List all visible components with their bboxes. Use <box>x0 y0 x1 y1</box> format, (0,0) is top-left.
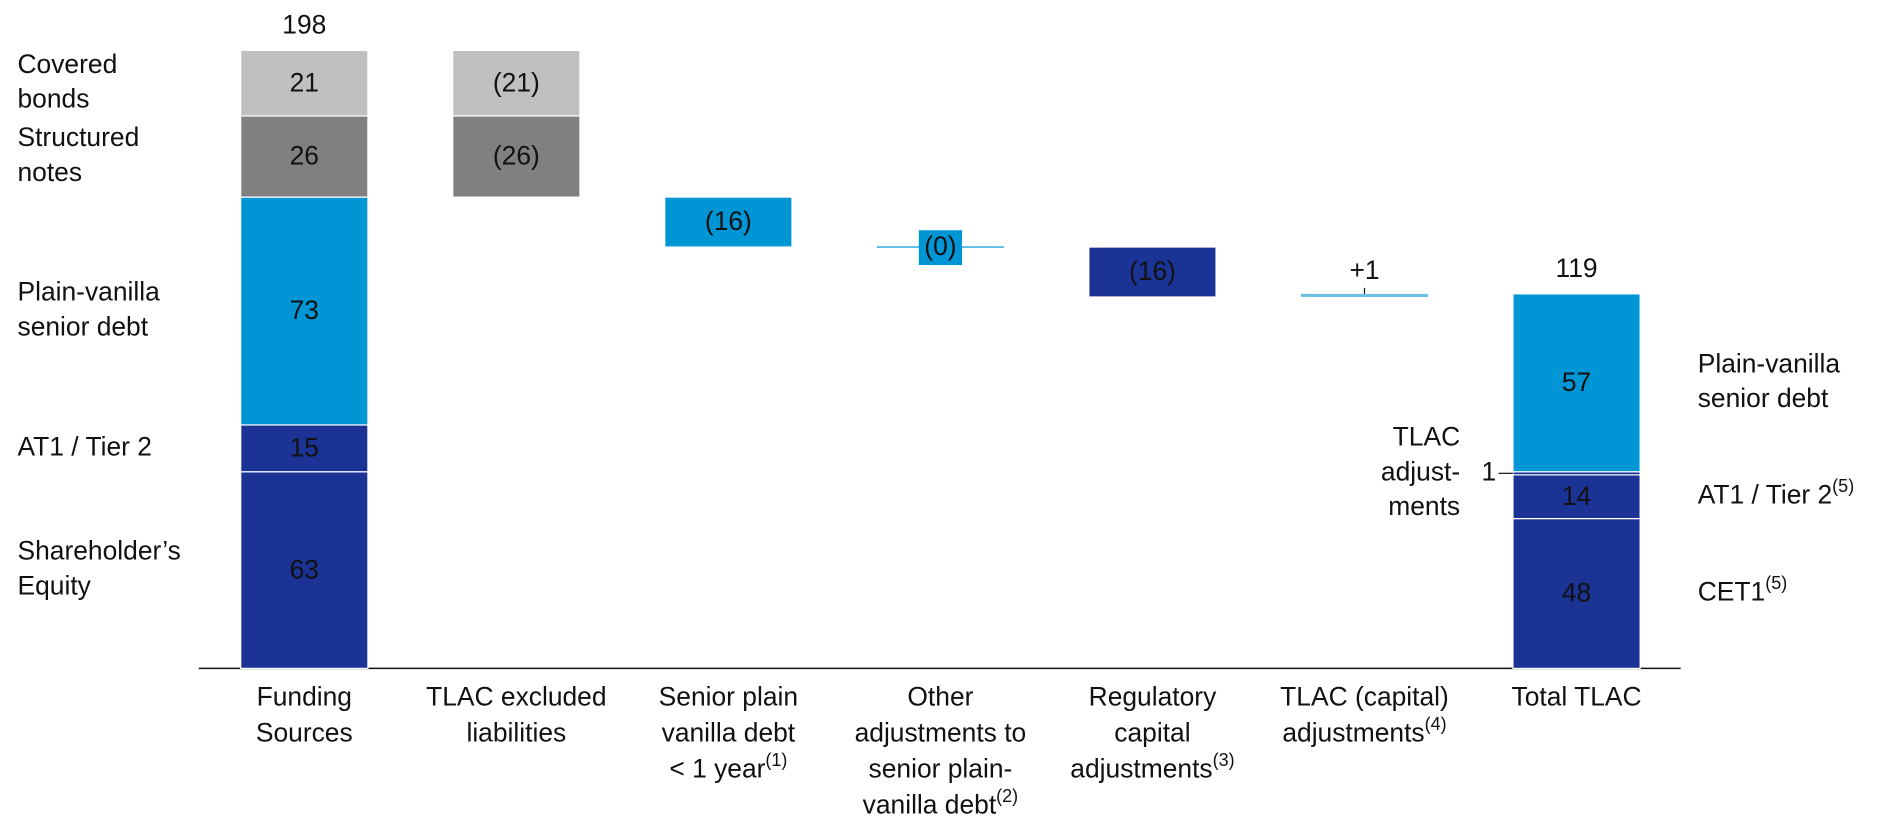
segment-name-note: (5) <box>1765 573 1787 593</box>
bar-segment <box>1512 293 1641 473</box>
bar-segment <box>240 424 369 473</box>
value-label: (26) <box>493 141 540 171</box>
x-tick-label: Other adjustments to senior plain-vanilla … <box>855 681 1027 816</box>
x-tick-label: Total TLAC <box>1512 681 1642 711</box>
segment-name: AT1 / Tier 2 <box>18 431 152 461</box>
total-label: 119 <box>1556 253 1598 283</box>
x-tick-label-note: (2) <box>996 786 1018 806</box>
x-tick-label-line: Total TLAC <box>1512 681 1642 711</box>
segment-name-note: (5) <box>1832 476 1854 496</box>
segment-name-line: Plain-vanilla <box>1698 348 1841 378</box>
x-tick-label-line: < 1 year <box>669 753 765 783</box>
segment-name-line: CET1 <box>1698 576 1765 606</box>
segment-name-line: Shareholder’s <box>18 536 181 566</box>
bar-segment <box>240 115 369 198</box>
bar-segment <box>240 471 369 669</box>
segment-value-label: 15 <box>290 433 319 463</box>
x-tick-label: TLAC (capital) adjustments(4) <box>1280 681 1449 747</box>
bar-segment <box>240 49 369 117</box>
segment-value-label: 73 <box>290 295 319 325</box>
segment-name-line: ments <box>1388 491 1460 521</box>
x-tick-label-line: Other <box>907 681 973 711</box>
x-tick-label-line: Regulatory <box>1089 681 1217 711</box>
segment-name-line: bonds <box>18 84 90 114</box>
x-tick-label-line: TLAC excluded <box>426 681 606 711</box>
x-tick-label-line: senior plain- <box>869 753 1013 783</box>
x-tick-label: TLAC excluded liabilities <box>426 681 606 747</box>
segment-name-line: senior debt <box>1698 383 1829 413</box>
segment-value-label: 57 <box>1562 367 1591 397</box>
value-label: (16) <box>1129 256 1176 286</box>
x-tick-label-line: capital <box>1114 717 1190 747</box>
segment-name: Covered bonds <box>18 49 118 114</box>
x-tick-label-note: (3) <box>1213 750 1235 770</box>
segment-name-line: notes <box>18 157 83 187</box>
segment-value-label: 26 <box>290 141 319 171</box>
segment-name: CET1(5) <box>1698 573 1787 607</box>
x-tick-label-line: adjustments <box>1282 717 1424 747</box>
segment-value-label: 1 <box>1481 456 1496 486</box>
bar <box>876 246 1005 248</box>
value-label: (16) <box>705 206 752 236</box>
x-tick-label-line: Sources <box>256 717 353 747</box>
segment-name-line: AT1 / Tier 2 <box>18 431 152 461</box>
value-label: (21) <box>493 67 540 97</box>
segment-name: Plain-vanilla senior debt <box>1698 348 1841 413</box>
value-label: (0) <box>924 231 956 261</box>
x-tick-label: Funding Sources <box>256 681 353 747</box>
bar <box>452 115 581 198</box>
value-label: +1 <box>1349 255 1379 285</box>
bar <box>1300 293 1429 297</box>
x-tick-label-note: (4) <box>1425 714 1447 734</box>
segment-value-label: 48 <box>1562 578 1591 608</box>
segment-name: Shareholder’s Equity <box>18 536 181 601</box>
segment-value-label: 21 <box>290 67 319 97</box>
segment-name-line: adjust- <box>1381 456 1460 486</box>
x-tick-label-line: adjustments to <box>855 717 1027 747</box>
x-tick-label-line: Senior plain <box>659 681 798 711</box>
segment-name: TLAC adjust-ments <box>1381 421 1460 521</box>
segment-name-line: Equity <box>18 570 92 600</box>
x-tick-label-line: adjustments <box>1070 753 1212 783</box>
segment-name-line: AT1 / Tier 2 <box>1698 480 1832 510</box>
x-tick-label-line: liabilities <box>466 717 566 747</box>
segment-value-label: 14 <box>1562 481 1591 511</box>
bar-segment <box>1512 517 1641 670</box>
x-tick-label: Regulatory capital adjustments(3) <box>1070 681 1234 783</box>
segment-name-line: Covered <box>18 49 118 79</box>
bar <box>1088 246 1217 298</box>
segment-value-label: 63 <box>290 554 319 584</box>
x-tick-label-line: Funding <box>257 681 352 711</box>
x-tick-label-note: (1) <box>765 750 787 770</box>
x-tick-label-line: vanilla debt <box>662 717 796 747</box>
bar <box>452 49 581 117</box>
x-tick-label: Senior plain vanilla debt < 1 year(1) <box>659 681 798 783</box>
segment-name-line: senior debt <box>18 311 149 341</box>
x-tick-label-line: vanilla debt <box>863 789 997 816</box>
segment-name: AT1 / Tier 2(5) <box>1698 476 1854 510</box>
x-tick-label-line: TLAC (capital) <box>1280 681 1449 711</box>
bar-segment <box>1512 474 1641 520</box>
bar <box>664 196 793 248</box>
segment-name-line: Structured <box>18 122 140 152</box>
bar-segment <box>240 196 369 426</box>
total-label: 198 <box>282 9 326 39</box>
segment-name: Plain-vanilla senior debt <box>18 277 161 342</box>
segment-name-line: Plain-vanilla <box>18 277 161 307</box>
segment-name-line: TLAC <box>1393 421 1460 451</box>
segment-name: Structured notes <box>18 122 140 187</box>
